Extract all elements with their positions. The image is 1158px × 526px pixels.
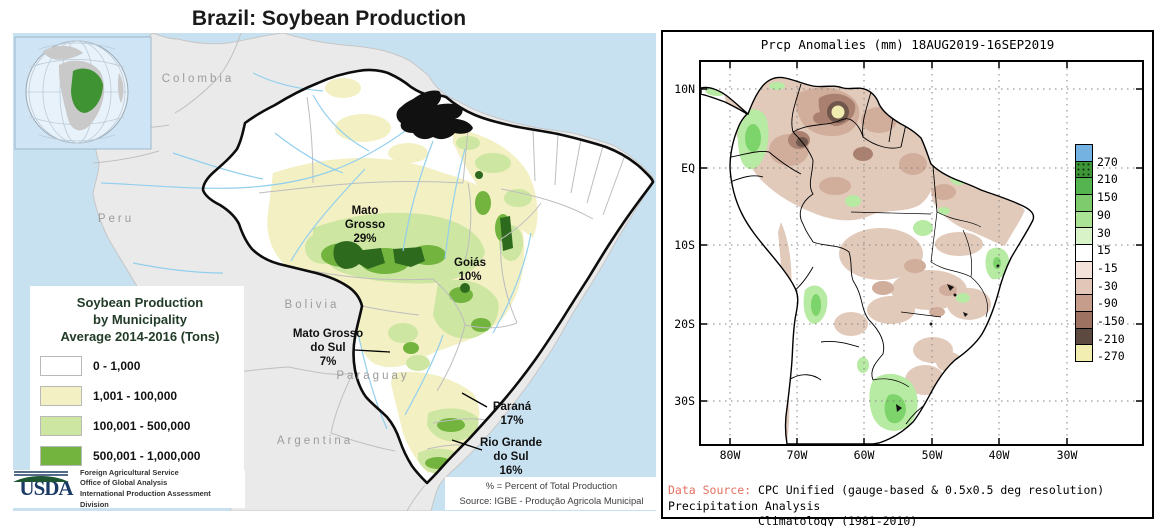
colorbar-tick-label: -15 [1097,261,1118,275]
colorbar-tick-label: 210 [1097,172,1118,186]
state-callout-mato-grosso-do-sul: Mato Grosso do Sul 7% [292,327,364,369]
colorbar-tick-label: 270 [1097,155,1118,169]
colorbar-cell [1075,294,1093,312]
legend-swatch [40,445,82,466]
leader-lines [354,349,488,451]
legend-item: 1,001 - 100,000 [40,385,240,406]
amazon-delta [396,90,473,140]
lat-tick-label: EQ [681,161,695,175]
legend-swatch [40,415,82,436]
legend-swatch [40,385,82,406]
colorbar-tick-label: -30 [1097,279,1118,293]
precip-map-svg [701,62,1142,444]
country-label-argentina: Argentina [276,435,354,447]
colorbar-tick-label: -90 [1097,296,1118,310]
sa-coastline [701,76,1035,444]
lat-tick-label: 10S [674,238,695,252]
country-label-paraguay: Paraguay [336,370,410,382]
production-patches [258,78,626,475]
colorbar-cell [1075,327,1093,346]
data-source-label: Data Source: [668,483,752,497]
brazil-map-canvas: Colombia Peru Bolivia Paraguay Argentina… [13,33,658,511]
lon-tick-label: 70W [786,448,808,462]
colorbar [1075,144,1093,362]
state-borders [258,96,626,450]
colorbar-cell [1075,277,1093,296]
globe-inset [14,36,152,150]
usda-logo: USDA [13,471,75,498]
anomaly-fills [705,77,1025,444]
colorbar-cell [1075,244,1093,262]
axis-ticks [701,62,1142,444]
state-callout-parana: Paraná 17% [492,400,532,427]
data-source: Data Source: CPC Unified (gauge-based & … [668,483,1152,526]
usda-footer: USDA Foreign Agricultural Service Office… [13,467,245,509]
state-callout-rio-grande-do-sul: Rio Grande do Sul 16% [480,436,542,478]
colorbar-tick-label: 15 [1097,243,1111,257]
lon-tick-label: 50W [921,448,943,462]
colorbar-cell [1075,227,1093,246]
usda-agency-lines: Foreign Agricultural Service Office of G… [80,467,211,509]
legend-box: Soybean Production by Municipality Avera… [30,286,244,506]
precip-plot-frame [699,60,1144,446]
lon-tick-label: 30W [1056,448,1078,462]
colorbar-cell [1075,344,1093,362]
legend-title: Soybean Production by Municipality Avera… [60,295,220,344]
data-source-line2: Climatology (1981-2010) [758,514,918,526]
colorbar-cell [1075,144,1093,162]
colorbar-cell [1075,260,1093,279]
graticule [701,62,1142,444]
state-callout-mato-grosso: Mato Grosso 29% [344,204,386,246]
political-borders [729,83,988,425]
legend-item: 500,001 - 1,000,000 [40,445,240,466]
colorbar-tick-label: 30 [1097,226,1111,240]
usda-swoosh-icon [13,471,69,482]
country-label-colombia: Colombia [161,73,235,85]
legend-swatch [40,355,82,376]
lon-tick-label: 80W [719,448,741,462]
lon-tick-label: 40W [988,448,1010,462]
precip-anomaly-figure: Prcp Anomalies (mm) 18AUG2019-16SEP2019 [661,30,1154,526]
driest-spot [831,105,845,119]
legend-item: 100,001 - 500,000 [40,415,240,436]
legend-item: 0 - 1,000 [40,355,240,376]
globe-brazil-highlight [71,68,103,113]
state-callout-goias: Goiás 10% [454,256,486,283]
colorbar-cell [1075,210,1093,229]
soybean-figure: Brazil: Soybean Production [13,7,658,511]
country-label-bolivia: Bolivia [284,299,340,311]
lat-tick-label: 30S [674,394,695,408]
colorbar-tick-label: 90 [1097,208,1111,222]
colorbar-cell [1075,310,1093,329]
colorbar-tick-label: -150 [1097,314,1125,328]
colorbar-cell [1075,194,1093,212]
colorbar-cell [1075,177,1093,196]
lon-tick-label: 60W [853,448,875,462]
colorbar-tick-label: -270 [1097,349,1125,363]
colorbar-cell [1075,160,1093,179]
rivers [100,72,532,430]
colorbar-tick-label: -210 [1097,332,1125,346]
country-label-peru: Peru [97,213,135,225]
colorbar-tick-label: 150 [1097,190,1118,204]
precip-title: Prcp Anomalies (mm) 18AUG2019-16SEP2019 [760,37,1055,52]
lat-tick-label: 10N [674,82,695,96]
production-note: % = Percent of Total Production Source: … [445,477,658,511]
left-map-title: Brazil: Soybean Production [191,7,467,30]
lat-tick-label: 20S [674,317,695,331]
data-source-line1: Data Source: CPC Unified (gauge-based & … [668,483,1105,513]
